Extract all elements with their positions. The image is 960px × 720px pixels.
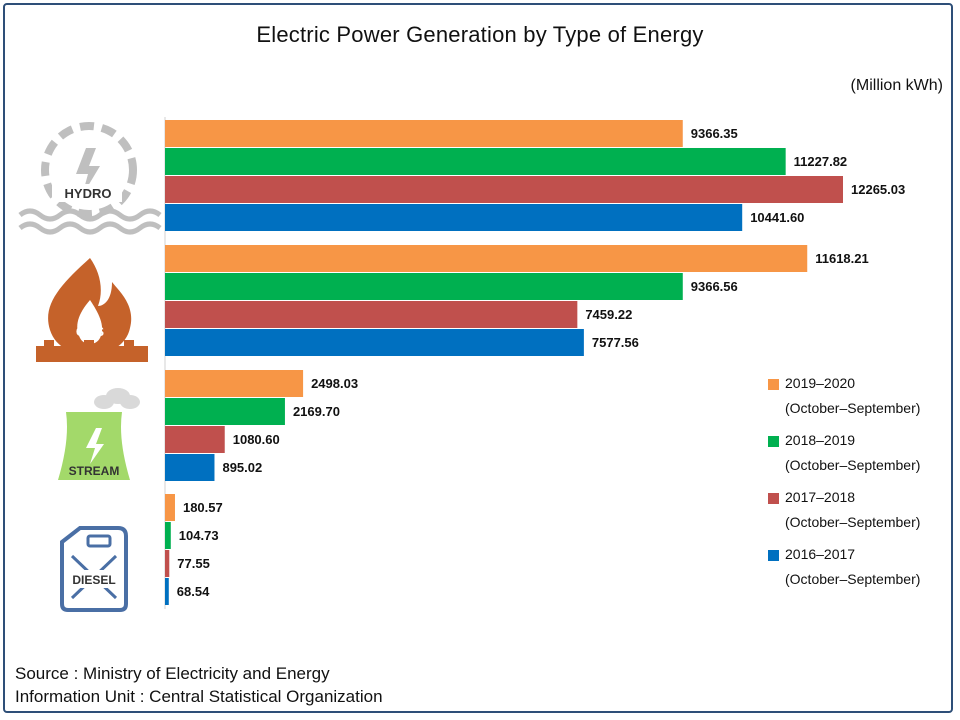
bar-value-label: 9366.35: [691, 126, 738, 141]
bar-gas-0: [165, 245, 808, 272]
legend-note: (October–September): [785, 457, 921, 473]
bar-hydro-1: [165, 148, 786, 175]
bar-stream-3: [165, 454, 215, 481]
bar-value-label: 2498.03: [311, 376, 358, 391]
stream-icon-label: STREAM: [69, 464, 120, 478]
diesel-icon-label: DIESEL: [72, 573, 115, 587]
bar-gas-1: [165, 273, 683, 300]
bar-value-label: 104.73: [179, 528, 219, 543]
bar-stream-2: [165, 426, 225, 453]
legend-period: 2016–2017: [785, 546, 856, 562]
bar-hydro-2: [165, 176, 843, 203]
bar-value-label: 10441.60: [750, 210, 804, 225]
bar-value-label: 77.55: [177, 556, 210, 571]
bar-stream-0: [165, 370, 304, 397]
bar-value-label: 11227.82: [794, 154, 848, 169]
source-note: Source : Ministry of Electricity and Ene…: [15, 662, 383, 708]
bar-value-label: 1080.60: [233, 432, 280, 447]
hydro-icon: HYDRO: [18, 122, 162, 235]
bar-value-label: 180.57: [183, 500, 223, 515]
legend-item: 2017–2018 (October–September): [768, 486, 948, 543]
bar-diesel-0: [165, 494, 175, 521]
hydro-icon-label: HYDRO: [65, 186, 112, 201]
gas-icon: GAS: [36, 258, 148, 362]
legend-item: 2019–2020 (October–September): [768, 372, 948, 429]
chart-title: Electric Power Generation by Type of Ene…: [256, 22, 704, 47]
legend-swatch: [768, 379, 779, 390]
bar-value-label: 11618.21: [815, 251, 869, 266]
bar-value-label: 7459.22: [585, 307, 632, 322]
legend-period: 2019–2020: [785, 375, 856, 391]
bar-value-label: 12265.03: [851, 182, 905, 197]
unit-label: (Million kWh): [850, 77, 943, 94]
legend-item: 2018–2019 (October–September): [768, 429, 948, 486]
legend-note: (October–September): [785, 514, 921, 530]
bar-hydro-3: [165, 204, 743, 231]
bar-stream-1: [165, 398, 285, 425]
bar-value-label: 895.02: [222, 460, 262, 475]
legend-swatch: [768, 550, 779, 561]
bar-hydro-0: [165, 120, 683, 147]
source-line-1: Source : Ministry of Electricity and Ene…: [15, 664, 330, 683]
diesel-icon: DIESEL: [60, 526, 128, 612]
legend: 2019–2020 (October–September) 2018–2019 (Oc…: [768, 372, 948, 600]
legend-period: 2017–2018: [785, 489, 856, 505]
bar-gas-3: [165, 329, 584, 356]
legend-note: (October–September): [785, 571, 921, 587]
legend-swatch: [768, 436, 779, 447]
gas-icon-label: GAS: [76, 324, 105, 339]
source-line-2: Information Unit : Central Statistical O…: [15, 687, 383, 706]
legend-item: 2016–2017 (October–September): [768, 543, 948, 600]
bar-value-label: 68.54: [177, 584, 210, 599]
bar-diesel-1: [165, 522, 171, 549]
legend-note: (October–September): [785, 400, 921, 416]
bar-value-label: 7577.56: [592, 335, 639, 350]
legend-period: 2018–2019: [785, 432, 856, 448]
stream-icon: STREAM: [58, 388, 140, 480]
bar-value-label: 2169.70: [293, 404, 340, 419]
bar-diesel-2: [165, 550, 170, 577]
bar-gas-2: [165, 301, 578, 328]
bar-diesel-3: [165, 578, 169, 605]
bar-value-label: 9366.56: [691, 279, 738, 294]
legend-swatch: [768, 493, 779, 504]
